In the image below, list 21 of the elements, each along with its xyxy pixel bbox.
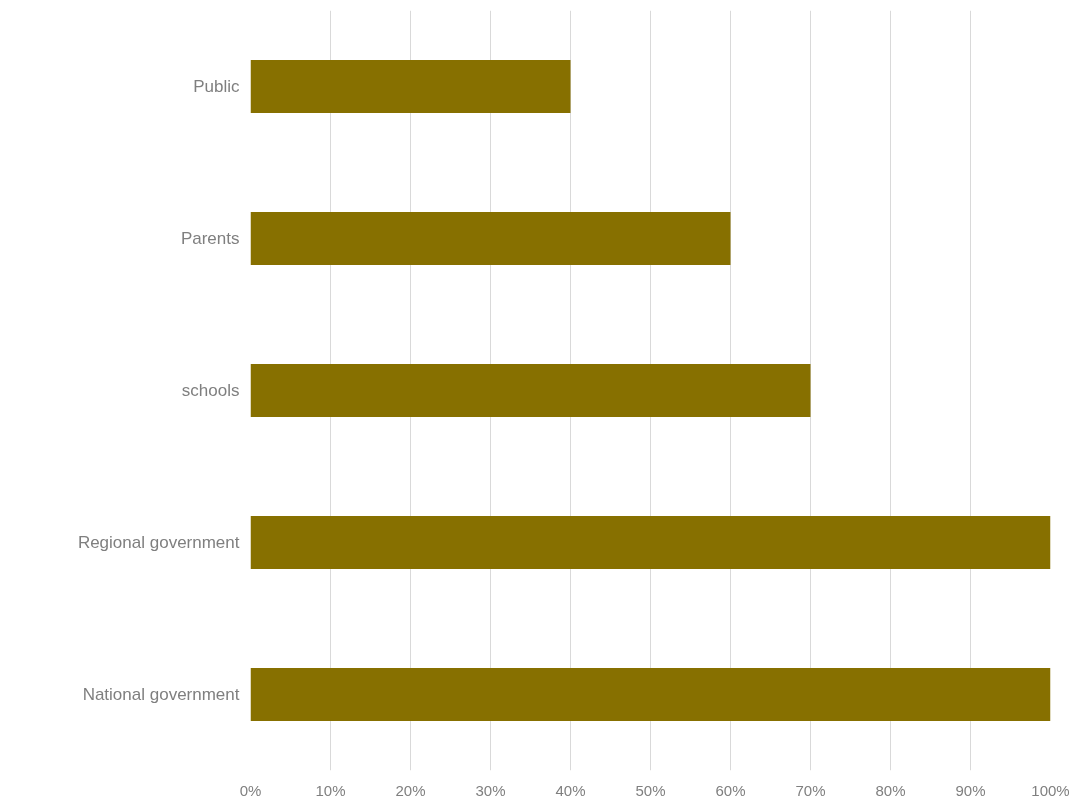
bar [250, 363, 811, 418]
y-tick-label: schools [181, 381, 240, 400]
x-tick-label: 30% [475, 781, 506, 799]
x-tick-label: 90% [955, 781, 986, 799]
y-tick-label: National government [82, 685, 240, 704]
x-tick-label: 80% [875, 781, 906, 799]
bar [250, 515, 1051, 570]
bar [250, 59, 571, 114]
x-tick-label: 100% [1031, 781, 1070, 799]
x-tick-label: 60% [715, 781, 746, 799]
bar [250, 211, 731, 266]
y-tick-label: Parents [180, 229, 240, 248]
x-tick-label: 10% [315, 781, 346, 799]
y-tick-label: Public [193, 77, 240, 96]
x-tick-label: 40% [555, 781, 586, 799]
x-tick-label: 70% [795, 781, 826, 799]
x-tick-label: 50% [635, 781, 666, 799]
x-tick-label: 20% [395, 781, 426, 799]
bar [250, 667, 1051, 722]
x-tick-label: 0% [239, 781, 262, 799]
y-tick-label: Regional government [77, 533, 240, 552]
